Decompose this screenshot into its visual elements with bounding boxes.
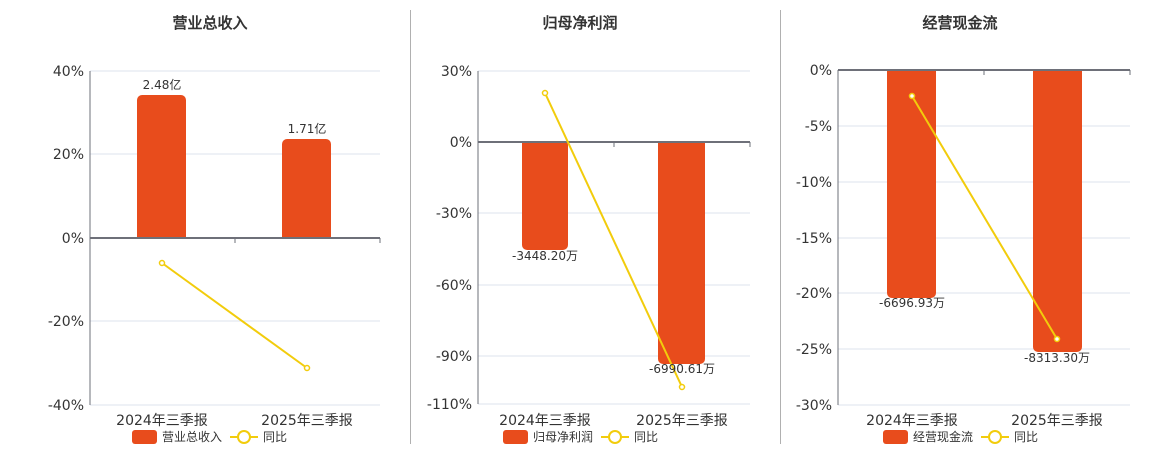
bar-value-label: -8313.30万 [1024,351,1090,365]
chart-title-operating-cash-flow: 经营现金流 [922,14,998,32]
x-tick: 2024年三季报 [499,413,591,429]
y-tick: 0% [62,231,84,247]
y-tick: -15% [796,231,832,247]
legend-revenue: 营业总收入 同比 [132,428,287,445]
yoy-point[interactable] [158,259,166,267]
y-tick: -25% [796,342,832,358]
y-tick: 0% [450,135,472,151]
x-tick: 2024年三季报 [116,413,208,429]
x-tick: 2025年三季报 [261,413,353,429]
legend-bar-label[interactable]: 营业总收入 [162,430,223,444]
legend-operating-cash-flow: 经营现金流 同比 [883,428,1038,445]
legend-net-profit: 归母净利润 同比 [503,428,658,445]
panel-divider [780,10,781,444]
legend-line-swatch-icon[interactable] [981,429,1010,444]
legend-bar-swatch[interactable] [883,429,908,444]
legend-bar-swatch[interactable] [132,429,157,444]
y-tick: -20% [48,314,84,330]
y-tick: -30% [436,206,472,222]
bar-2025q3[interactable] [1033,70,1082,352]
legend-line-label[interactable]: 同比 [263,430,288,444]
y-tick: -110% [427,397,472,413]
bar-2025q3[interactable] [658,142,705,364]
y-tick: -5% [805,119,832,135]
legend-bar-label[interactable]: 归母净利润 [533,430,594,444]
x-tick: 2025年三季报 [1011,413,1103,429]
y-tick: -60% [436,278,472,294]
legend-line-label[interactable]: 同比 [1014,430,1039,444]
legend-bar-label[interactable]: 经营现金流 [913,430,974,444]
x-tick: 2024年三季报 [866,413,958,429]
legend-line-label[interactable]: 同比 [634,430,659,444]
x-tick: 2025年三季报 [636,413,728,429]
legend-line-swatch-icon[interactable] [230,429,259,444]
y-tick: -40% [48,398,84,414]
legend-bar-swatch[interactable] [503,429,528,444]
yoy-point[interactable] [1053,335,1061,343]
y-tick: 20% [53,147,84,163]
chart-title-revenue: 营业总收入 [172,14,248,32]
y-tick: 40% [53,64,84,80]
yoy-point[interactable] [303,364,311,372]
chart-title-net-profit: 归母净利润 [542,14,618,32]
bar-2024q3[interactable] [887,70,936,298]
y-tick: -20% [796,286,832,302]
yoy-point[interactable] [678,383,686,391]
bar-value-label: -6696.93万 [879,296,945,310]
y-tick: 30% [441,64,472,80]
y-tick: -10% [796,175,832,191]
bar-value-label: -3448.20万 [512,249,578,263]
yoy-point[interactable] [541,89,549,97]
bar-value-label: -6990.61万 [649,362,715,376]
bar-value-label: 1.71亿 [288,121,327,136]
y-tick: -90% [436,349,472,365]
panel-divider [410,10,411,444]
yoy-point[interactable] [908,92,916,100]
y-tick: 0% [810,63,832,79]
bar-2024q3[interactable] [522,142,568,250]
y-tick: -30% [796,398,832,414]
legend-line-swatch-icon[interactable] [601,429,630,444]
bar-value-label: 2.48亿 [143,77,182,92]
